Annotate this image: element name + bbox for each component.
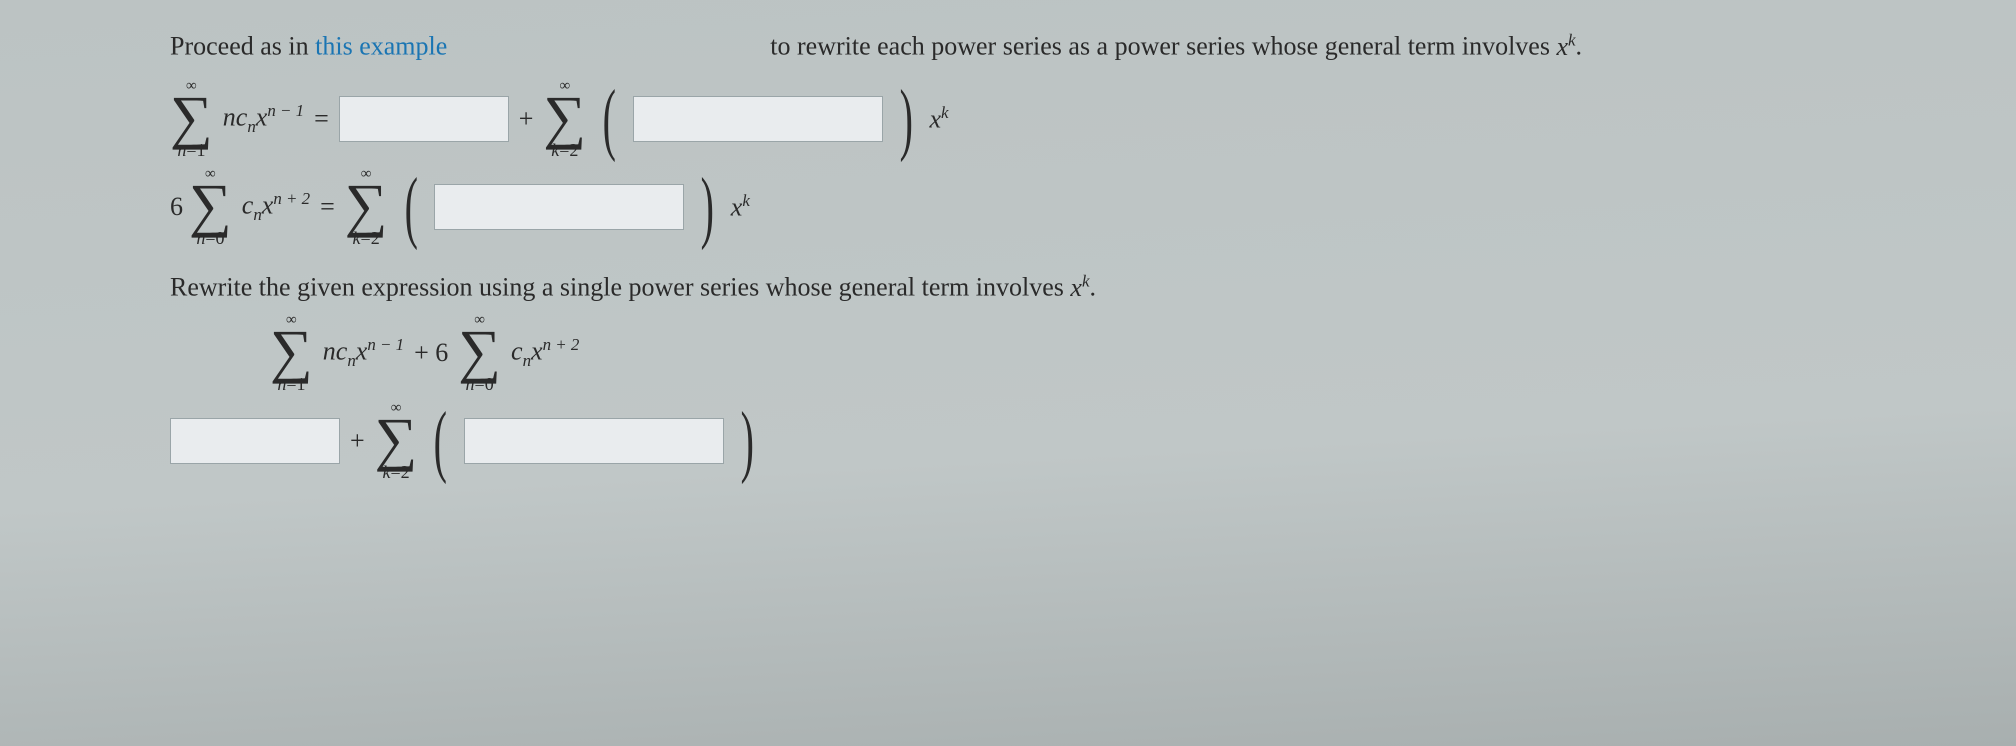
tail2: xk	[731, 191, 750, 223]
intro-after: to rewrite each power series as a power …	[770, 32, 1556, 61]
rparen-icon: )	[701, 179, 714, 235]
rparen-icon: )	[741, 413, 754, 469]
expr3b: cnxn + 2	[511, 335, 579, 371]
equation-row-3: ∞ ∑ n=1 ncnxn − 1 + 6 ∞ ∑ n=0 cnxn + 2	[170, 313, 1846, 393]
rparen-icon: )	[899, 91, 912, 147]
sum4: ∞ ∑ k=2	[375, 401, 418, 481]
t: x	[731, 193, 743, 222]
sect2-text: Rewrite the given expression using a sin…	[170, 273, 1070, 302]
equation-row-2: 6 ∞ ∑ n=0 cnxn + 2 = ∞ ∑ k=2 ( ) xk	[170, 167, 1846, 247]
t: k	[742, 191, 750, 210]
intro-period: .	[1576, 32, 1583, 61]
sum2-1: ∞ ∑ n=0	[189, 167, 232, 247]
answer-input-4a[interactable]	[170, 418, 340, 464]
sum-bot-eq: =2	[559, 140, 578, 160]
sum-bot-var: k	[353, 228, 361, 248]
section-2-text: Rewrite the given expression using a sin…	[170, 271, 1846, 303]
intro-before: Proceed as in	[170, 32, 315, 61]
sigma-icon: ∑	[170, 92, 213, 143]
expr1: ncnxn − 1	[223, 101, 304, 137]
t: n	[347, 351, 355, 370]
t: n + 2	[273, 189, 310, 208]
sigma-icon: ∑	[543, 92, 586, 143]
sigma-icon: ∑	[458, 326, 501, 377]
sigma-icon: ∑	[270, 326, 313, 377]
t: nc	[323, 336, 348, 365]
lparen-icon: (	[404, 179, 417, 235]
answer-input-4b[interactable]	[464, 418, 724, 464]
sect2-xk-base: x	[1070, 273, 1082, 302]
t: x	[262, 191, 274, 220]
plus-sign: +	[350, 426, 365, 456]
sigma-icon: ∑	[375, 414, 418, 465]
sigma-icon: ∑	[345, 180, 388, 231]
sum1-1: ∞ ∑ n=1	[170, 79, 213, 159]
plus-sign: +	[519, 104, 534, 134]
sum-bot-eq: =2	[390, 462, 409, 482]
sum3-1: ∞ ∑ n=1	[270, 313, 313, 393]
equation-row-1: ∞ ∑ n=1 ncnxn − 1 = + ∞ ∑ k=2 ( ) xk	[170, 79, 1846, 159]
t: x	[929, 105, 941, 134]
sum-bot-eq: =1	[286, 374, 305, 394]
sum3-2: ∞ ∑ n=0	[458, 313, 501, 393]
sum-bot-var: n	[196, 228, 205, 248]
plus-6: + 6	[414, 338, 448, 368]
sum-bot-var: n	[177, 140, 186, 160]
t: n − 1	[267, 101, 304, 120]
answer-input-1b[interactable]	[633, 96, 883, 142]
t: n − 1	[367, 335, 404, 354]
equals-sign: =	[314, 104, 329, 134]
coeff-6: 6	[170, 192, 183, 222]
t: x	[356, 336, 368, 365]
lparen-icon: (	[434, 413, 447, 469]
expr2: cnxn + 2	[242, 189, 310, 225]
answer-input-2[interactable]	[434, 184, 684, 230]
sigma-icon: ∑	[189, 180, 232, 231]
sum-bot-eq: =2	[361, 228, 380, 248]
sum-bot-var: n	[277, 374, 286, 394]
t: n + 2	[543, 335, 580, 354]
t: nc	[223, 103, 248, 132]
sum-bot-eq: =1	[186, 140, 205, 160]
t: k	[941, 103, 949, 122]
sum-bot-eq: =0	[475, 374, 494, 394]
sum1-2: ∞ ∑ k=2	[543, 79, 586, 159]
t: x	[256, 103, 268, 132]
problem-page: Proceed as in this example to rewrite ea…	[0, 0, 2016, 746]
equals-sign: =	[320, 192, 335, 222]
sect2-period: .	[1089, 273, 1096, 302]
t: n	[247, 117, 255, 136]
t: c	[511, 336, 523, 365]
intro-xk-base: x	[1556, 32, 1568, 61]
t: n	[253, 205, 261, 224]
lparen-icon: (	[603, 91, 616, 147]
sum-bot-var: n	[466, 374, 475, 394]
t: n	[523, 351, 531, 370]
tail1: xk	[929, 103, 948, 135]
example-link[interactable]: this example	[315, 32, 447, 61]
t: c	[242, 191, 254, 220]
sum2-2: ∞ ∑ k=2	[345, 167, 388, 247]
expr3a: ncnxn − 1	[323, 335, 404, 371]
t: x	[531, 336, 543, 365]
intro-line: Proceed as in this example to rewrite ea…	[170, 28, 1846, 65]
intro-xk-exp: k	[1568, 30, 1576, 49]
equation-row-4: + ∞ ∑ k=2 ( )	[170, 401, 1846, 481]
sum-bot-eq: =0	[205, 228, 224, 248]
answer-input-1a[interactable]	[339, 96, 509, 142]
